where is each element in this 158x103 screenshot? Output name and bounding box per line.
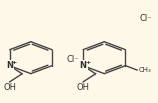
Text: +: +	[12, 60, 17, 65]
Text: N: N	[6, 61, 13, 70]
Text: Cl⁻: Cl⁻	[139, 14, 152, 23]
Text: CH₃: CH₃	[139, 67, 152, 73]
Text: OH: OH	[3, 83, 16, 92]
Text: Cl⁻: Cl⁻	[66, 55, 79, 64]
Text: +: +	[85, 60, 90, 65]
Text: N: N	[80, 61, 87, 70]
Text: OH: OH	[77, 83, 90, 92]
